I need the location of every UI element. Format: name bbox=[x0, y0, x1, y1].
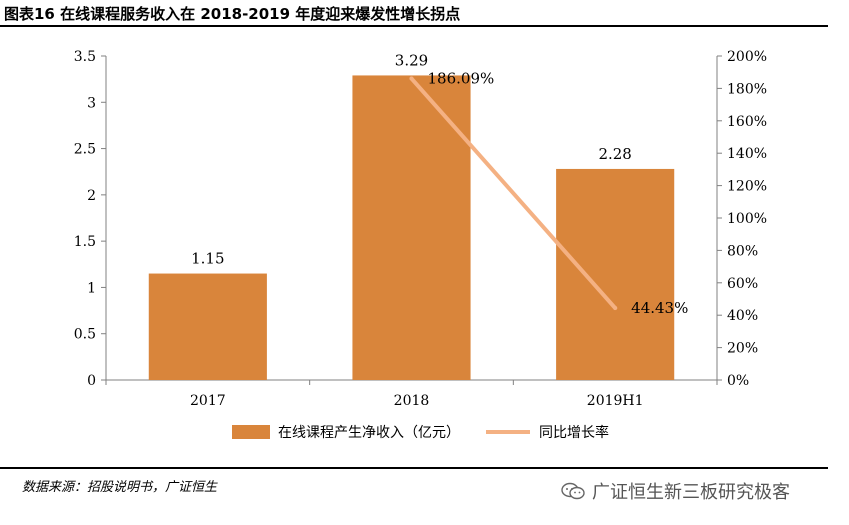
chart-axes: 0 0.5 1 1.5 2 2.5 3 3.5 0% 20% 40% 60% 80% 100% 120% 14… bbox=[74, 49, 767, 409]
y-right-tick-label: 100% bbox=[727, 211, 767, 227]
bar bbox=[148, 273, 267, 380]
bar bbox=[352, 75, 471, 380]
y-left-tick-label: 0 bbox=[87, 373, 96, 389]
y-right-tick-label: 80% bbox=[727, 243, 758, 259]
legend-line-label: 同比增长率 bbox=[539, 424, 609, 441]
growth-rate-point bbox=[613, 306, 618, 311]
bar bbox=[556, 168, 675, 380]
bar-value-label: 2.28 bbox=[598, 145, 631, 163]
bar-series bbox=[148, 75, 675, 380]
watermark-text: 广证恒生新三板研究极客 bbox=[592, 482, 790, 503]
x-tick-label: 2017 bbox=[190, 393, 226, 409]
growth-rate-line bbox=[409, 76, 618, 311]
legend: 在线课程产生净收入（亿元） 同比增长率 bbox=[232, 424, 609, 441]
y-left-tick-label: 3 bbox=[87, 95, 96, 111]
y-left-tick-label: 0.5 bbox=[74, 327, 96, 343]
legend-bar-swatch bbox=[232, 425, 270, 439]
y-right-tick-label: 200% bbox=[727, 49, 767, 65]
x-tick-label: 2018 bbox=[394, 393, 430, 409]
y-left-tick-label: 2.5 bbox=[74, 142, 96, 158]
y-right-tick-label: 60% bbox=[727, 276, 758, 292]
y-right-tick-label: 20% bbox=[727, 341, 758, 357]
growth-rate-point bbox=[409, 76, 414, 81]
y-left-tick-label: 1 bbox=[87, 280, 96, 296]
watermark: 广证恒生新三板研究极客 bbox=[560, 478, 790, 504]
y-right-tick-label: 180% bbox=[727, 81, 767, 97]
y-left-tick-label: 2 bbox=[87, 188, 96, 204]
y-right-tick-label: 40% bbox=[727, 308, 758, 324]
data-labels: 1.15 3.29 2.28 186.09% 44.43% bbox=[191, 51, 688, 317]
legend-bar-label: 在线课程产生净收入（亿元） bbox=[278, 425, 460, 441]
bar-value-label: 3.29 bbox=[395, 51, 428, 69]
title-bar: 图表16 在线课程服务收入在 2018-2019 年度迎来爆发性增长拐点 bbox=[0, 0, 849, 26]
x-tick-label: 2019H1 bbox=[587, 393, 644, 409]
y-right-tick-label: 0% bbox=[727, 373, 749, 389]
footer-divider bbox=[0, 467, 828, 469]
line-value-label: 186.09% bbox=[428, 70, 495, 88]
y-right-tick-label: 120% bbox=[727, 179, 767, 195]
page-title: 图表16 在线课程服务收入在 2018-2019 年度迎来爆发性增长拐点 bbox=[4, 5, 461, 23]
y-left-tick-label: 3.5 bbox=[74, 49, 96, 65]
line-series bbox=[409, 76, 618, 311]
wechat-icon bbox=[561, 482, 585, 500]
line-value-label: 44.43% bbox=[631, 299, 688, 317]
bar-value-label: 1.15 bbox=[191, 250, 224, 268]
chart: 0 0.5 1 1.5 2 2.5 3 3.5 0% 20% 40% 60% 80% 100% 120% 14… bbox=[74, 49, 767, 441]
source-note: 数据来源：招股说明书，广证恒生 bbox=[22, 480, 218, 495]
y-right-tick-label: 140% bbox=[727, 146, 767, 162]
y-right-tick-label: 160% bbox=[727, 114, 767, 130]
title-divider bbox=[0, 25, 828, 27]
y-left-tick-label: 1.5 bbox=[74, 234, 96, 250]
